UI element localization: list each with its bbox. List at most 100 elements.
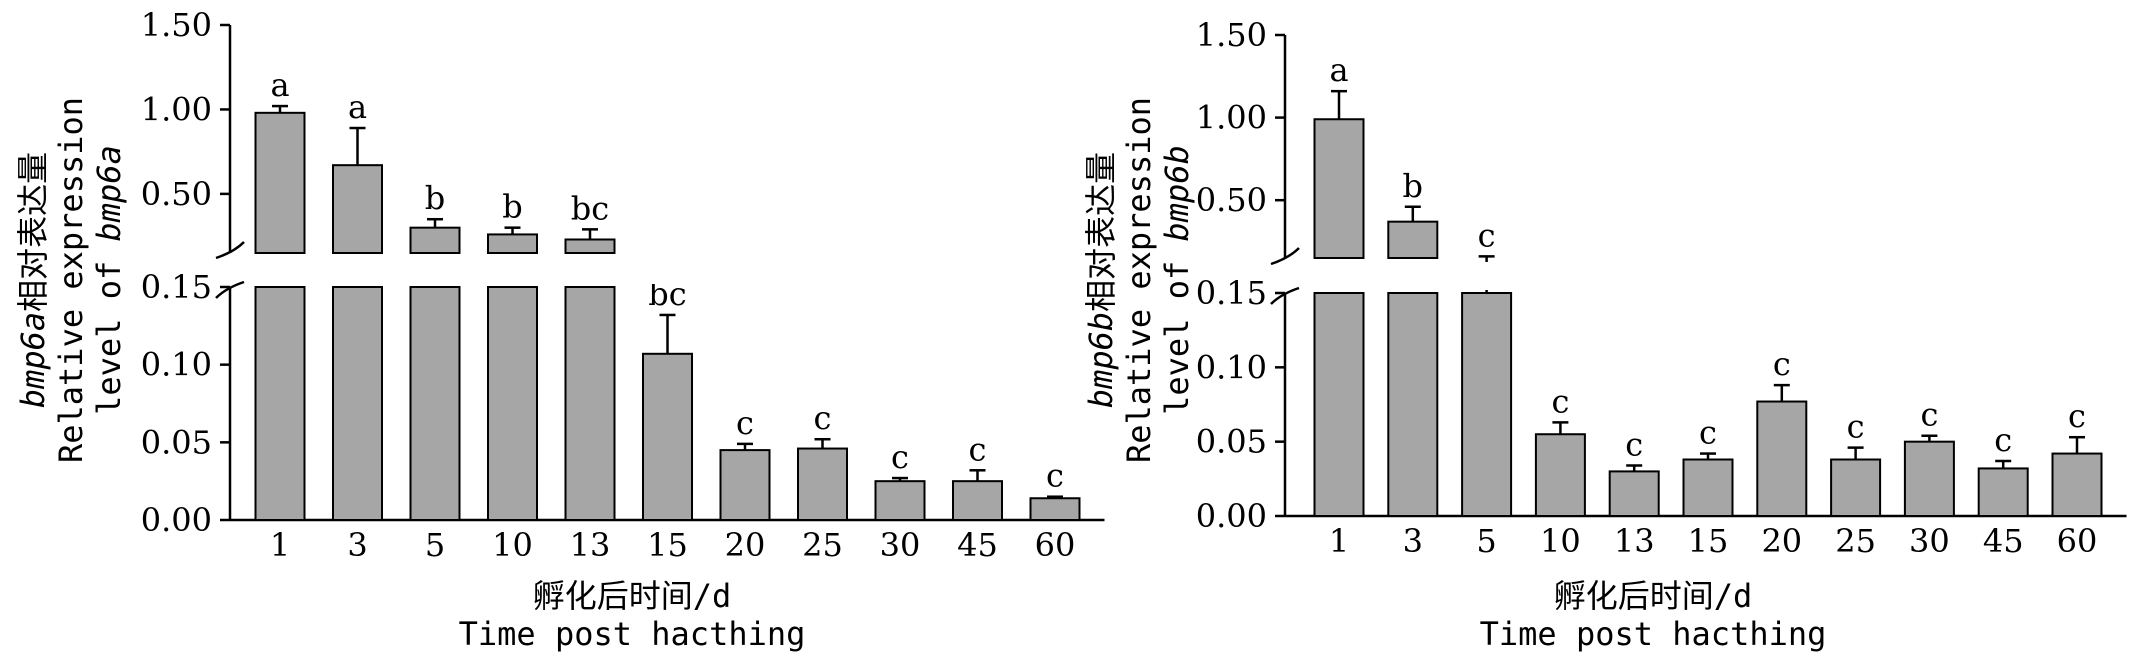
bar-upper-segment — [487, 233, 538, 255]
x-tick-label: 1 — [1329, 522, 1349, 560]
x-tick-label: 10 — [1540, 522, 1581, 560]
bar — [1608, 470, 1660, 517]
bar-upper-segment — [1387, 220, 1439, 259]
y-tick-label: 0.10 — [141, 346, 212, 384]
y-axis-label-cn: bmp6b相对表达量 — [1082, 152, 1120, 408]
x-tick-label: 30 — [880, 526, 921, 564]
bar — [1977, 467, 2029, 517]
bar-lower-segment — [1313, 292, 1365, 517]
y-axis-label-en-line1: Relative expression — [52, 97, 90, 463]
bar-upper-segment — [254, 111, 306, 254]
axis-break-mark-upper — [1270, 247, 1300, 266]
y-tick-label: 0.05 — [1196, 423, 1267, 461]
significance-label: a — [348, 88, 367, 126]
axis-break-gap — [1265, 262, 2127, 290]
significance-label: b — [1403, 167, 1423, 205]
y-axis-label-gene: bmp6a — [14, 312, 52, 408]
x-tick-label: 10 — [492, 526, 533, 564]
x-tick-label: 3 — [1403, 522, 1423, 560]
y-axis-label-en-line2-gene: bmp6b — [1158, 145, 1196, 241]
bar-lower-segment — [487, 286, 538, 521]
x-tick-label: 60 — [2057, 522, 2098, 560]
y-tick-label: 0.00 — [1196, 497, 1267, 535]
significance-label: c — [1994, 421, 2012, 459]
chart-bmp6a: 0.00 0.05 0.10 0.15 0.50 1.00 1.50 a 1 a 3 b 5 b 10 bc 1… — [14, 6, 1105, 653]
bar-lower-segment — [332, 286, 383, 521]
significance-label: c — [1625, 425, 1643, 463]
y-axis-label-en-line2-gene: bmp6a — [90, 145, 128, 241]
significance-label: c — [1847, 408, 1865, 446]
bar-upper-segment — [332, 164, 383, 254]
significance-label: c — [1478, 216, 1496, 254]
y-tick-label: 0.05 — [141, 423, 212, 461]
y-axis-label-en-line2-text: level of — [1158, 241, 1196, 414]
x-axis-label-en: Time post hacthing — [459, 615, 806, 653]
x-tick-label: 25 — [1835, 522, 1876, 560]
bar — [719, 449, 771, 522]
significance-label: c — [1551, 382, 1569, 420]
bar — [2051, 452, 2103, 517]
bar-lower-segment — [254, 286, 306, 521]
y-axis-label-en-line2-text: level of — [90, 241, 128, 414]
bar-upper-segment — [564, 238, 616, 255]
bar-lower-segment — [564, 286, 616, 521]
significance-label: c — [969, 430, 987, 468]
bar-lower-segment — [1387, 292, 1439, 517]
bar — [797, 447, 848, 521]
x-tick-label: 20 — [725, 526, 766, 564]
y-tick-label: 1.50 — [1196, 16, 1267, 54]
x-axis-label-cn: 孵化后时间/d — [1554, 577, 1753, 615]
x-axis-label-cn: 孵化后时间/d — [533, 577, 732, 615]
x-tick-label: 25 — [802, 526, 843, 564]
y-tick-label: 0.50 — [141, 175, 212, 213]
y-tick-label: 0.15 — [1196, 274, 1267, 312]
y-axis-label-en-line2: level of bmp6a — [90, 145, 128, 415]
bar — [1534, 433, 1586, 518]
significance-label: c — [1773, 345, 1791, 383]
bar-lower-segment — [409, 286, 461, 521]
y-axis-label-gene: bmp6b — [1082, 312, 1120, 408]
y-tick-label: 1.50 — [141, 6, 212, 44]
x-tick-label: 30 — [1909, 522, 1950, 560]
axis-break-mark-lower — [215, 280, 245, 299]
x-tick-label: 15 — [1688, 522, 1729, 560]
bar — [1029, 497, 1081, 521]
significance-label: c — [1920, 396, 1938, 434]
x-tick-label: 3 — [347, 526, 367, 564]
significance-label: b — [425, 179, 445, 217]
x-tick-label: 45 — [957, 526, 998, 564]
bar — [874, 480, 926, 521]
significance-label: c — [814, 399, 832, 437]
bar-upper-segment — [1313, 118, 1365, 259]
y-axis-label-cn: bmp6a相对表达量 — [14, 152, 52, 408]
bar-upper-segment — [409, 226, 461, 255]
x-tick-label: 45 — [1983, 522, 2024, 560]
significance-label: c — [2068, 397, 2086, 435]
x-tick-label: 15 — [647, 526, 688, 564]
y-axis-label-cn-text: 相对表达量 — [1082, 152, 1120, 312]
significance-label: bc — [571, 189, 609, 227]
y-tick-label: 1.00 — [1196, 99, 1267, 137]
x-tick-label: 20 — [1761, 522, 1802, 560]
axis-break-gap — [210, 256, 1105, 284]
bar — [952, 480, 1003, 521]
bar — [642, 352, 693, 521]
axis-break-mark-lower — [1270, 286, 1300, 305]
x-tick-label: 5 — [1476, 522, 1496, 560]
significance-label: a — [1329, 51, 1348, 89]
axis-break-mark-upper — [215, 241, 245, 260]
y-tick-label: 0.00 — [141, 501, 212, 539]
y-axis-label-en-line1: Relative expression — [1120, 97, 1158, 463]
significance-label: c — [1046, 457, 1064, 495]
y-tick-label: 0.50 — [1196, 181, 1267, 219]
x-axis-label-en: Time post hacthing — [1480, 615, 1827, 653]
x-tick-label: 13 — [1614, 522, 1655, 560]
y-tick-label: 0.15 — [141, 268, 212, 306]
chart-bmp6b: 0.00 0.05 0.10 0.15 0.50 1.00 1.50 a 1 b 3 c 5 c 10 c 13… — [1082, 16, 2127, 653]
bar — [1461, 292, 1513, 517]
bar — [1756, 400, 1808, 518]
x-tick-label: 60 — [1035, 526, 1076, 564]
y-tick-label: 0.10 — [1196, 348, 1267, 386]
significance-label: b — [502, 188, 522, 226]
